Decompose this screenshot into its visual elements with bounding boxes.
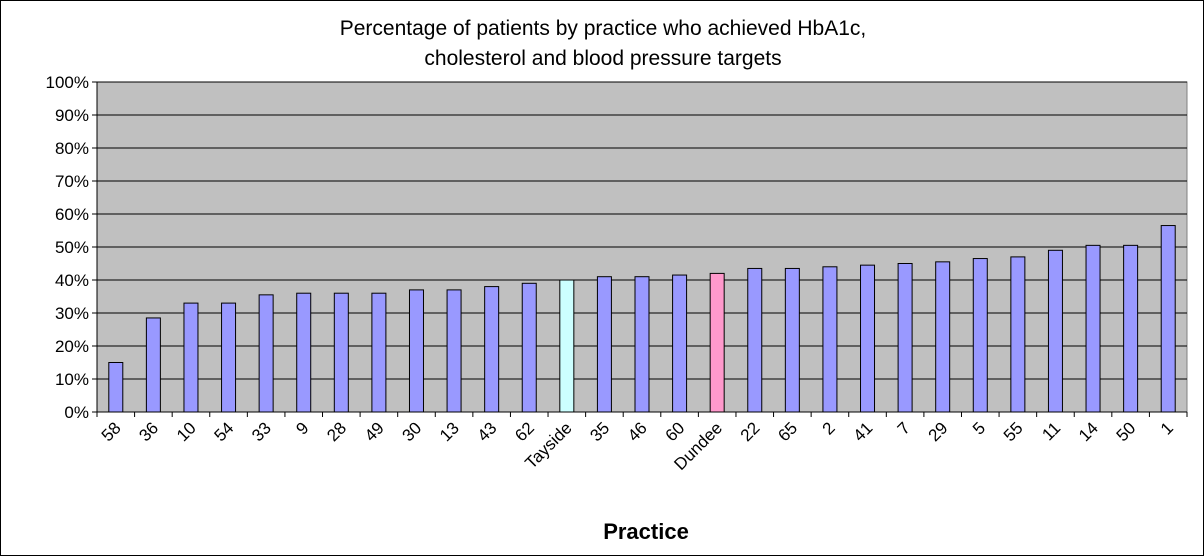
bar — [521, 282, 537, 413]
bar — [183, 302, 199, 413]
y-tick-label: 100% — [46, 73, 89, 92]
bar — [108, 362, 124, 413]
y-tick-label: 40% — [55, 271, 89, 290]
x-tick-label: 58 — [98, 418, 125, 445]
bar — [333, 292, 349, 413]
bar — [1123, 244, 1139, 413]
bar — [596, 276, 612, 413]
x-tick-label: 41 — [850, 418, 877, 445]
x-tick-label: 29 — [925, 418, 952, 445]
bar — [935, 261, 951, 413]
bar — [860, 264, 876, 413]
bar — [145, 317, 161, 413]
x-tick-label: 50 — [1113, 418, 1140, 445]
y-tick-label: 90% — [55, 106, 89, 125]
bar — [972, 258, 988, 413]
bar — [897, 263, 913, 413]
bar — [1160, 225, 1176, 413]
x-tick-label: 5 — [969, 418, 989, 438]
bar — [822, 266, 838, 413]
bar — [672, 274, 688, 413]
x-tick-label: 33 — [248, 418, 275, 445]
x-tick-label: 30 — [398, 418, 425, 445]
bar — [784, 267, 800, 413]
x-tick-label: 28 — [323, 418, 350, 445]
x-tick-label: 49 — [361, 418, 388, 445]
chart-title-line-2: cholesterol and blood pressure targets — [424, 47, 782, 70]
x-tick-label: 14 — [1075, 418, 1102, 445]
bar — [221, 302, 237, 413]
x-tick-label: 65 — [774, 418, 801, 445]
y-tick-label: 70% — [55, 172, 89, 191]
y-tick-label: 80% — [55, 139, 89, 158]
x-tick-label: 11 — [1038, 418, 1064, 444]
x-tick-label: 22 — [737, 418, 764, 445]
bar — [371, 292, 387, 413]
y-tick-label: 50% — [55, 238, 89, 257]
x-tick-label: 2 — [819, 418, 839, 438]
y-tick-label: 60% — [55, 205, 89, 224]
bar — [747, 267, 763, 413]
x-tick-label: 13 — [436, 418, 463, 445]
chart-title-line-1: Percentage of patients by practice who a… — [339, 17, 867, 40]
x-tick-label: 7 — [894, 418, 914, 438]
x-tick-label: 35 — [586, 418, 613, 445]
x-tick-label: 1 — [1157, 418, 1177, 438]
bar — [484, 286, 500, 413]
x-tick-label: 10 — [173, 418, 200, 445]
bar — [559, 279, 575, 413]
bar — [1047, 249, 1063, 413]
bar — [1010, 256, 1026, 413]
x-tick-label: 9 — [292, 418, 312, 438]
x-tick-label: 43 — [474, 418, 501, 445]
bar — [634, 276, 650, 413]
y-tick-label: 10% — [55, 370, 89, 389]
bar — [709, 272, 725, 413]
x-tick-label: 54 — [211, 418, 238, 445]
x-tick-label: 46 — [624, 418, 651, 445]
y-tick-label: 30% — [55, 304, 89, 323]
bar — [446, 289, 462, 413]
x-tick-label: 62 — [511, 418, 538, 445]
x-tick-label: 60 — [662, 418, 689, 445]
x-tick-label: 55 — [1000, 418, 1027, 445]
x-axis-title: Practice — [603, 519, 689, 544]
bar — [296, 292, 312, 413]
x-tick-label: 36 — [135, 418, 162, 445]
bar — [408, 289, 424, 413]
y-tick-label: 0% — [64, 403, 89, 422]
bar — [258, 294, 274, 413]
bar — [1085, 244, 1101, 413]
y-tick-label: 20% — [55, 337, 89, 356]
